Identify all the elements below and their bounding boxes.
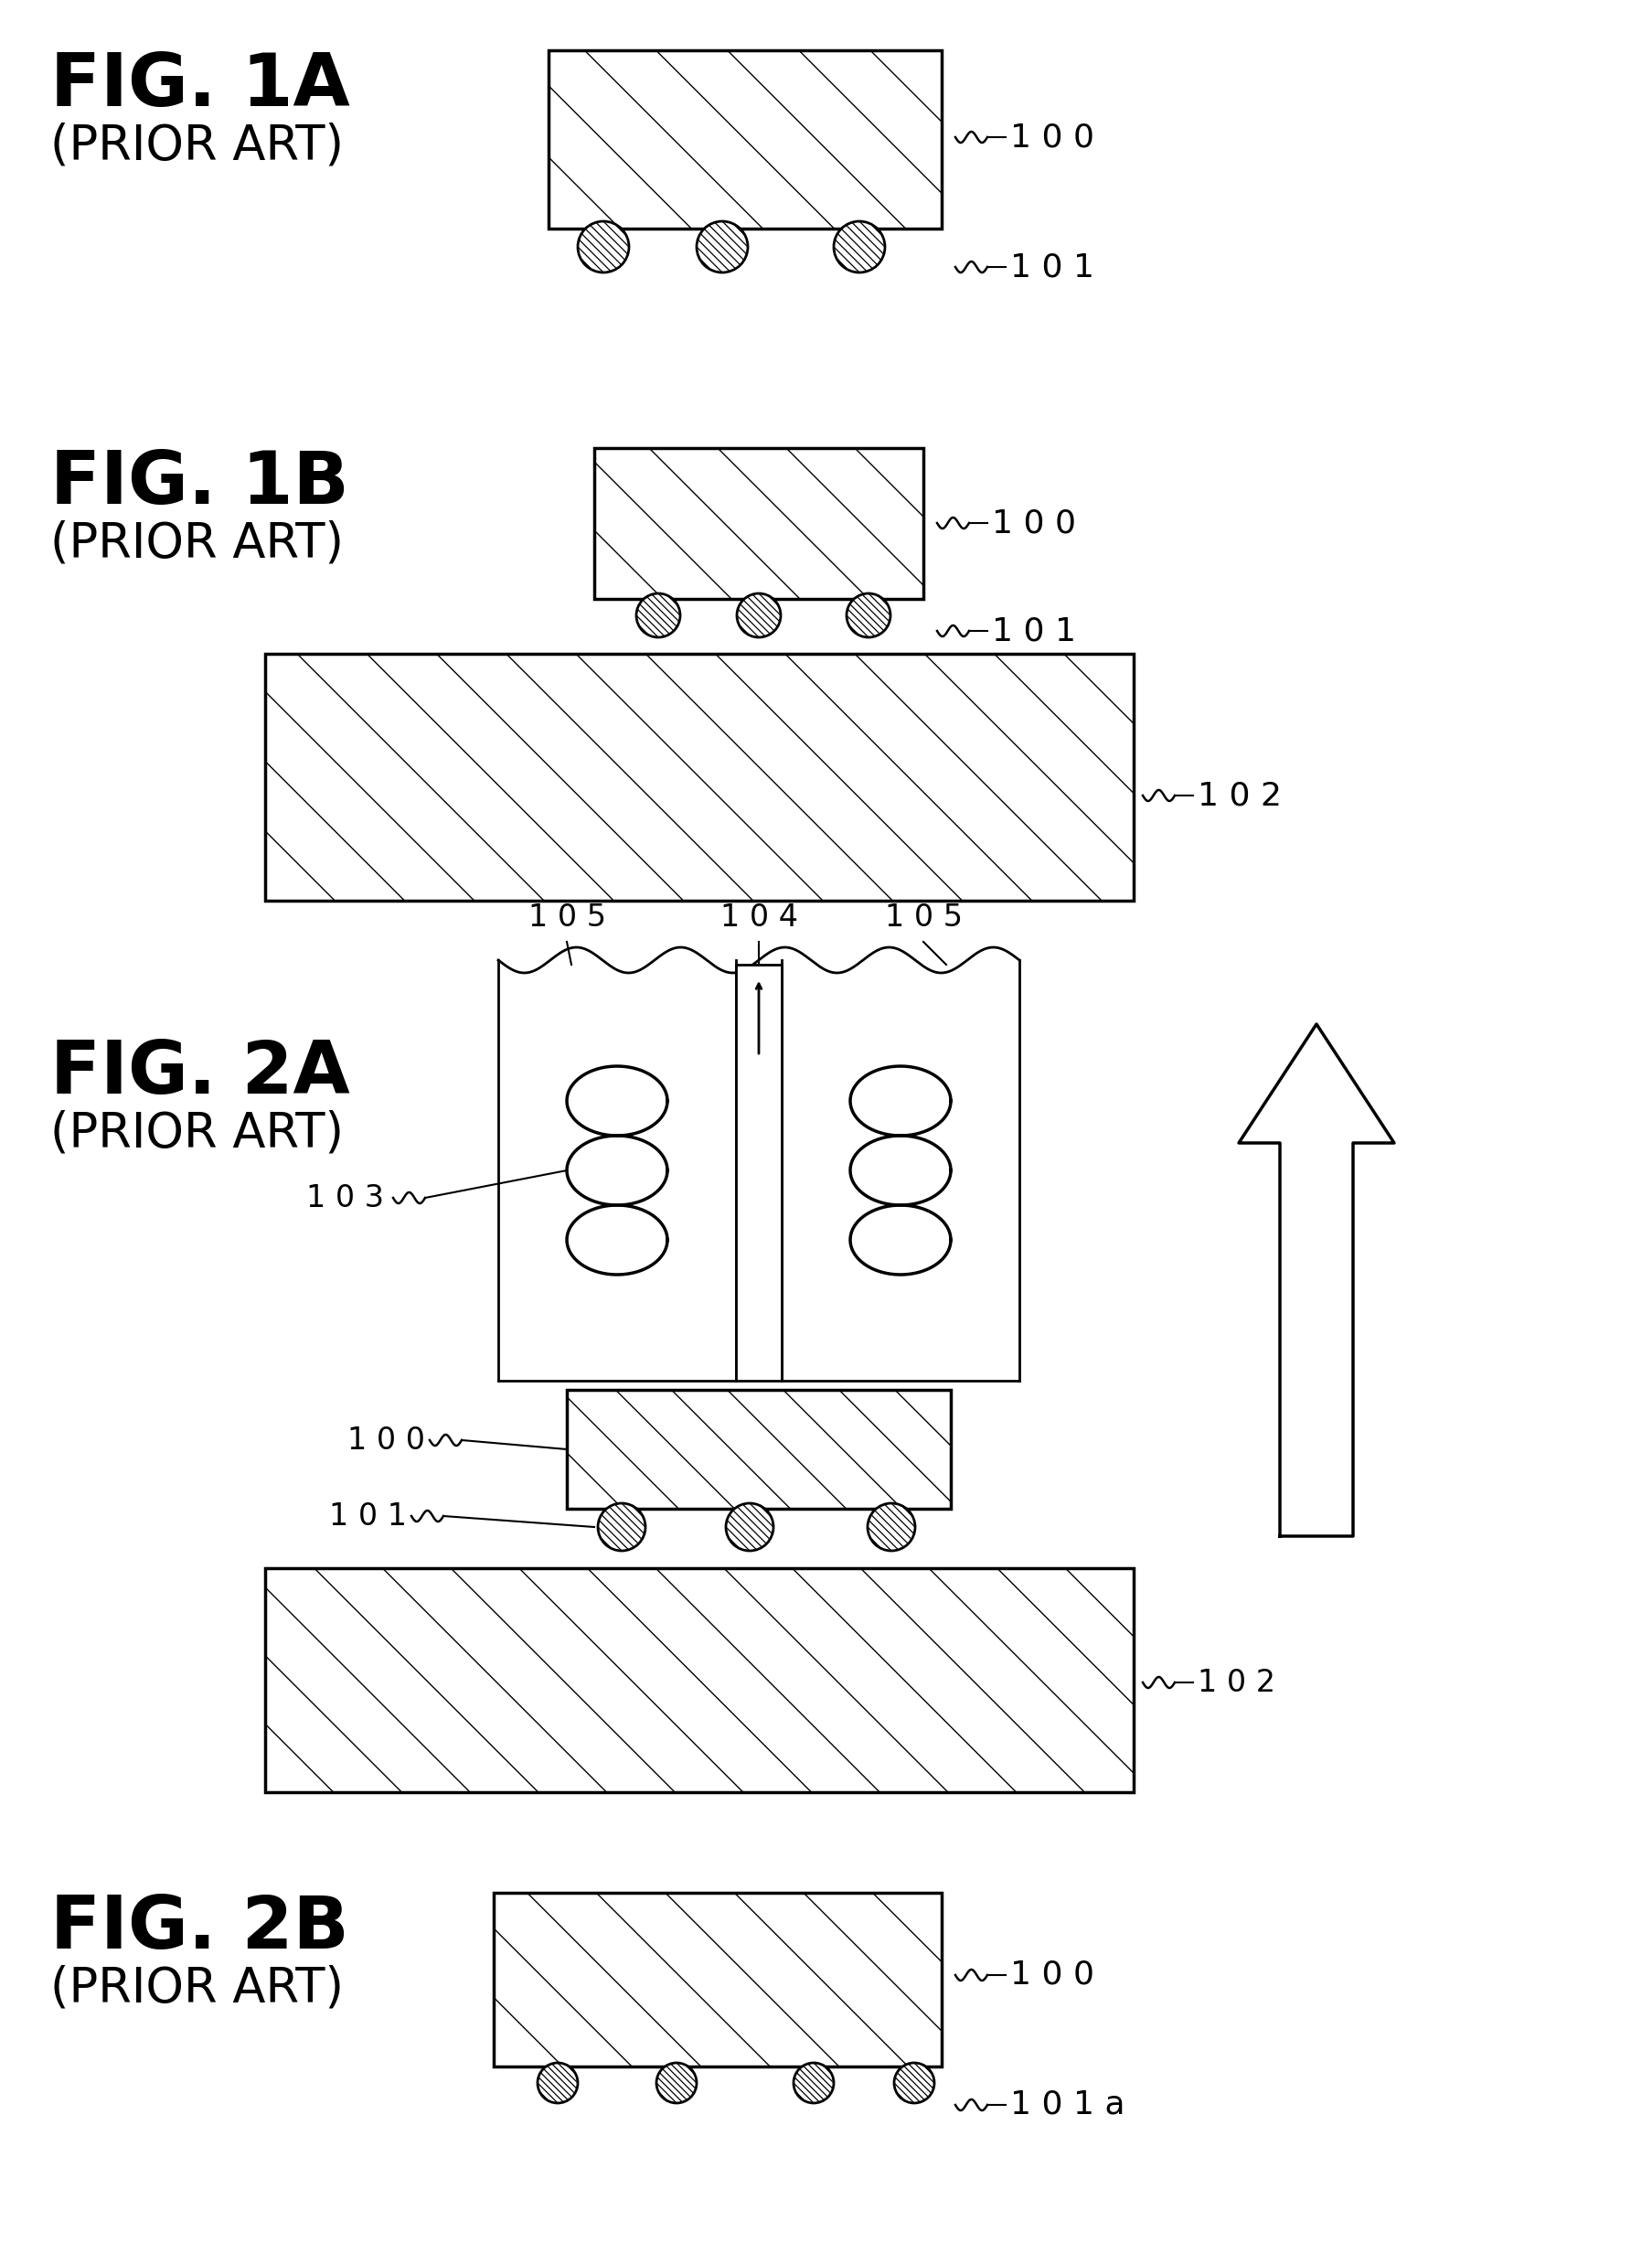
Circle shape (656, 2063, 695, 2103)
Text: 1 0 0: 1 0 0 (991, 507, 1075, 539)
Circle shape (695, 222, 747, 272)
Circle shape (737, 593, 780, 638)
Text: (PRIOR ART): (PRIOR ART) (50, 122, 344, 170)
Circle shape (793, 2063, 833, 2103)
Circle shape (537, 2063, 578, 2103)
Text: 1 0 0: 1 0 0 (347, 1424, 425, 1456)
Bar (735, 964, 781, 1381)
Circle shape (598, 1503, 644, 1551)
Text: 1 0 5: 1 0 5 (884, 903, 961, 933)
Text: (PRIOR ART): (PRIOR ART) (50, 1965, 344, 2013)
Circle shape (636, 593, 681, 638)
Circle shape (578, 222, 629, 272)
Text: (PRIOR ART): (PRIOR ART) (50, 1109, 344, 1157)
Circle shape (846, 593, 890, 638)
Text: 1 0 1: 1 0 1 (329, 1501, 406, 1530)
Text: 1 0 1 a: 1 0 1 a (1009, 2090, 1125, 2121)
Circle shape (833, 222, 884, 272)
Text: 1 0 5: 1 0 5 (527, 903, 605, 933)
Text: FIG. 1A: FIG. 1A (50, 50, 350, 122)
Text: 1 0 0: 1 0 0 (1009, 1961, 1094, 1990)
Circle shape (867, 1503, 915, 1551)
Text: 1 0 3: 1 0 3 (306, 1182, 383, 1214)
Polygon shape (1237, 1023, 1393, 1537)
Text: 1 0 4: 1 0 4 (720, 903, 798, 933)
Circle shape (725, 1503, 773, 1551)
Text: FIG. 2B: FIG. 2B (50, 1893, 349, 1965)
Text: 1 0 2: 1 0 2 (1198, 781, 1280, 811)
Text: 1 0 1: 1 0 1 (991, 616, 1075, 648)
Circle shape (894, 2063, 933, 2103)
Text: 1 0 1: 1 0 1 (1009, 251, 1094, 283)
Text: FIG. 2A: FIG. 2A (50, 1037, 350, 1109)
Text: 1 0 0: 1 0 0 (1009, 122, 1094, 152)
Text: (PRIOR ART): (PRIOR ART) (50, 521, 344, 568)
Text: 1 0 2: 1 0 2 (1198, 1666, 1275, 1698)
Text: FIG. 1B: FIG. 1B (50, 448, 349, 518)
